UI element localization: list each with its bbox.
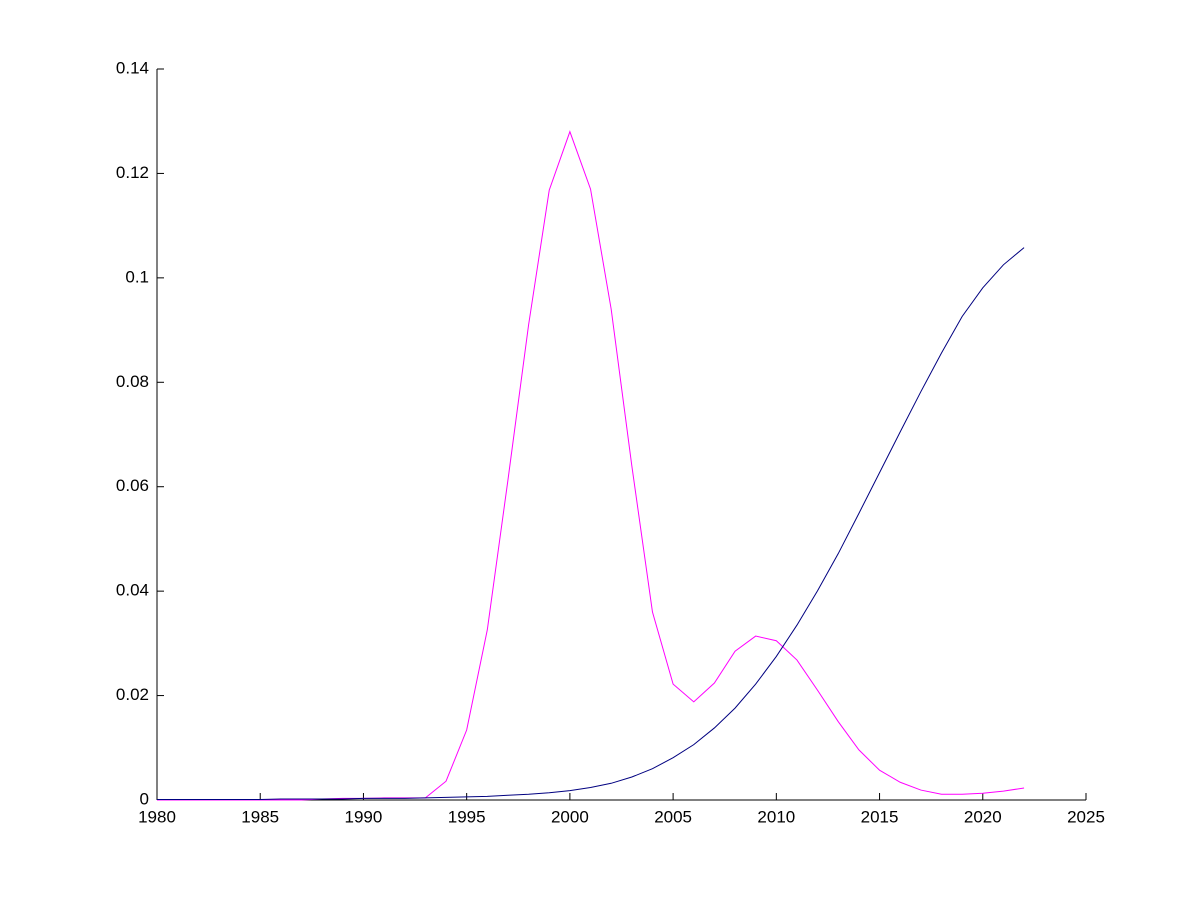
x-tick-label: 1990	[345, 807, 383, 826]
x-tick-label: 2010	[757, 807, 795, 826]
y-tick-label: 0	[140, 789, 149, 808]
x-tick-label: 1980	[138, 807, 176, 826]
y-tick-label: 0.02	[116, 685, 149, 704]
x-tick-label: 2025	[1067, 807, 1105, 826]
y-tick-label: 0.08	[116, 372, 149, 391]
x-tick-label: 2020	[964, 807, 1002, 826]
y-tick-label: 0.1	[125, 267, 149, 286]
x-tick-label: 1985	[241, 807, 279, 826]
series-line	[157, 247, 1025, 800]
x-tick-label: 2005	[654, 807, 692, 826]
y-tick-label: 0.12	[116, 163, 149, 182]
y-tick-label: 0.04	[116, 581, 149, 600]
x-tick-label: 1995	[448, 807, 486, 826]
x-tick-label: 2000	[551, 807, 589, 826]
x-tick-label: 2015	[861, 807, 899, 826]
y-tick-label: 0.14	[116, 58, 149, 77]
y-tick-label: 0.06	[116, 476, 149, 495]
series-line	[157, 130, 1025, 801]
